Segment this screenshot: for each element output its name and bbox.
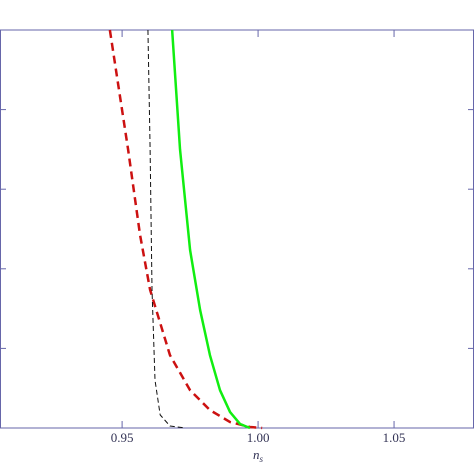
line-series xyxy=(170,29,251,430)
x-axis-label-sub: s xyxy=(259,454,263,464)
x-tick-label: 1.05 xyxy=(383,430,406,445)
line-series xyxy=(147,29,186,429)
x-axis-label-main: n xyxy=(253,447,260,462)
line-series xyxy=(108,29,263,430)
x-tick-label: 0.95 xyxy=(111,430,134,445)
x-axis-label: ns xyxy=(253,447,264,464)
x-tick-label: 1.00 xyxy=(247,430,270,445)
